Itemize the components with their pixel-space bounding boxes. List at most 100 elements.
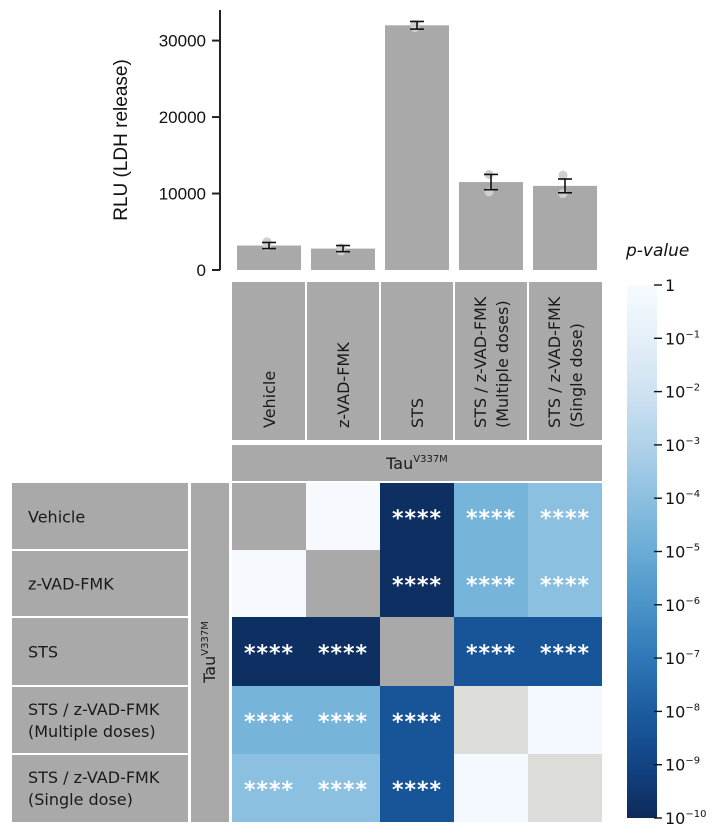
row-header-cell [12, 617, 188, 686]
column-header-cell [232, 282, 306, 440]
column-header-cell [306, 282, 380, 440]
legend-tick-label: 10−2 [665, 383, 700, 402]
legend-tick-exponent: −5 [685, 543, 700, 554]
column-header-cell [454, 282, 528, 440]
heatmap-cell [380, 550, 454, 617]
row-header-text: STS [28, 643, 58, 662]
column-header-text: (Single dose) [567, 323, 586, 428]
heatmap-cell [232, 754, 306, 822]
legend-tick-exponent: −2 [685, 383, 700, 394]
legend-tick-label: 10−4 [665, 489, 700, 508]
legend-title: p-value [625, 241, 689, 261]
heatmap-cell [306, 483, 380, 550]
legend-tick-label: 10−9 [665, 756, 700, 775]
row-header-text: (Single dose) [28, 790, 133, 809]
legend-colorbar [627, 285, 657, 818]
column-header-text: STS [408, 398, 427, 428]
heatmap-cell [380, 754, 454, 822]
significance-label: **** [466, 574, 516, 599]
data-point [484, 187, 494, 197]
row-headers: Vehicle z-VAD-FMK STS STS / z-VAD-FMK (Multi… [12, 483, 188, 822]
heatmap-cell [454, 617, 528, 686]
legend-tick-exponent: −10 [685, 809, 706, 820]
significance-label: **** [392, 507, 442, 532]
legend-tick-label: 10−3 [665, 436, 700, 455]
heatmap: **** **** **** **** **** **** **** **** **** ****… [232, 483, 602, 822]
legend-tick-label: 10−5 [665, 543, 700, 562]
column-header-cell [528, 282, 602, 440]
significance-label: **** [392, 574, 442, 599]
row-header-text: z-VAD-FMK [28, 575, 114, 594]
heatmap-cell [528, 617, 602, 686]
significance-label: **** [392, 778, 442, 803]
row-header-text: Vehicle [28, 508, 85, 527]
row-header-cell [12, 550, 188, 617]
legend-tick-label: 10−10 [665, 809, 706, 828]
heatmap-cell [380, 617, 454, 686]
legend-tick-exponent: −7 [685, 649, 700, 660]
heatmap-cell [306, 686, 380, 754]
column-header-text: (Multiple doses) [493, 300, 512, 428]
significance-label: **** [466, 642, 516, 667]
significance-label: **** [540, 507, 590, 532]
y-tick-label: 20000 [159, 108, 206, 127]
data-point [558, 170, 568, 180]
y-axis-label: RLU (LDH release) [111, 59, 132, 221]
row-group-label: TauV337M [191, 483, 229, 822]
row-group-superscript: V337M [200, 621, 211, 656]
heatmap-cell [454, 550, 528, 617]
column-header-text: z-VAD-FMK [334, 342, 353, 428]
row-header-cell [12, 754, 188, 822]
significance-label: **** [318, 642, 368, 667]
significance-label: **** [540, 642, 590, 667]
heatmap-cell [232, 483, 306, 550]
legend-tick-label: 10−6 [665, 596, 700, 615]
legend-tick-label: 1 [665, 276, 675, 295]
legend-tick-exponent: −1 [685, 329, 700, 340]
column-header-cell [380, 282, 454, 440]
heatmap-cell [306, 617, 380, 686]
legend-tick-exponent: −9 [685, 756, 700, 767]
legend-tick-exponent: −8 [685, 702, 700, 713]
bar [533, 185, 597, 270]
heatmap-cell [380, 483, 454, 550]
bar [385, 25, 449, 271]
row-header-text: (Multiple doses) [28, 722, 156, 741]
heatmap-cell [306, 550, 380, 617]
significance-label: **** [244, 778, 294, 803]
significance-label: **** [392, 710, 442, 735]
column-header-label: z-VAD-FMK [334, 342, 353, 428]
significance-label: **** [466, 507, 516, 532]
p-value-legend: p-value 1 10−1 10−2 10−3 10−4 10−5 10−6 10−7 10−8… [625, 241, 706, 828]
column-header-text: STS / z-VAD-FMK [545, 296, 564, 428]
heatmap-cell [528, 483, 602, 550]
bars [237, 20, 597, 271]
heatmap-cell [454, 686, 528, 754]
significance-label: **** [540, 574, 590, 599]
column-header-text: STS / z-VAD-FMK [471, 296, 490, 428]
column-group-superscript: V337M [413, 454, 448, 465]
legend-tick-label: 10−8 [665, 702, 700, 721]
column-header-label: STS / z-VAD-FMK (Single dose) [545, 296, 586, 428]
heatmap-cell [528, 686, 602, 754]
bar [459, 182, 523, 270]
legend-tick-exponent: −6 [685, 596, 700, 607]
y-tick-label: 0 [197, 261, 206, 280]
heatmap-cell [232, 550, 306, 617]
column-group-box [232, 445, 602, 481]
legend-tick-label: 10−7 [665, 649, 700, 668]
y-axis: 0 10000 20000 30000 [159, 10, 221, 280]
row-header-cell [12, 686, 188, 754]
column-header-label: STS / z-VAD-FMK (Multiple doses) [471, 296, 512, 428]
heatmap-cell [380, 686, 454, 754]
column-header-label: STS [408, 398, 427, 428]
row-header-cell [12, 483, 188, 550]
row-header-text: STS / z-VAD-FMK [28, 700, 160, 719]
significance-label: **** [318, 778, 368, 803]
legend-tick-label: 10−1 [665, 329, 700, 348]
row-header-text: STS / z-VAD-FMK [28, 768, 160, 787]
column-header-text: Vehicle [260, 371, 279, 428]
column-header-label: Vehicle [260, 371, 279, 428]
heatmap-cell [232, 617, 306, 686]
